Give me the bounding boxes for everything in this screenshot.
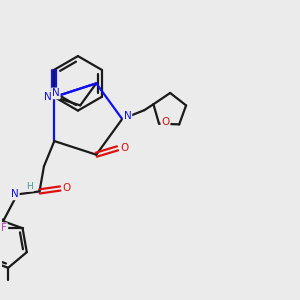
Text: N: N — [52, 88, 60, 98]
Text: O: O — [120, 143, 128, 153]
Text: H: H — [26, 182, 33, 191]
Text: O: O — [63, 184, 71, 194]
Text: F: F — [1, 223, 7, 233]
Text: N: N — [11, 189, 19, 200]
Text: N: N — [44, 92, 52, 102]
Text: O: O — [161, 117, 169, 127]
Text: N: N — [124, 111, 131, 121]
